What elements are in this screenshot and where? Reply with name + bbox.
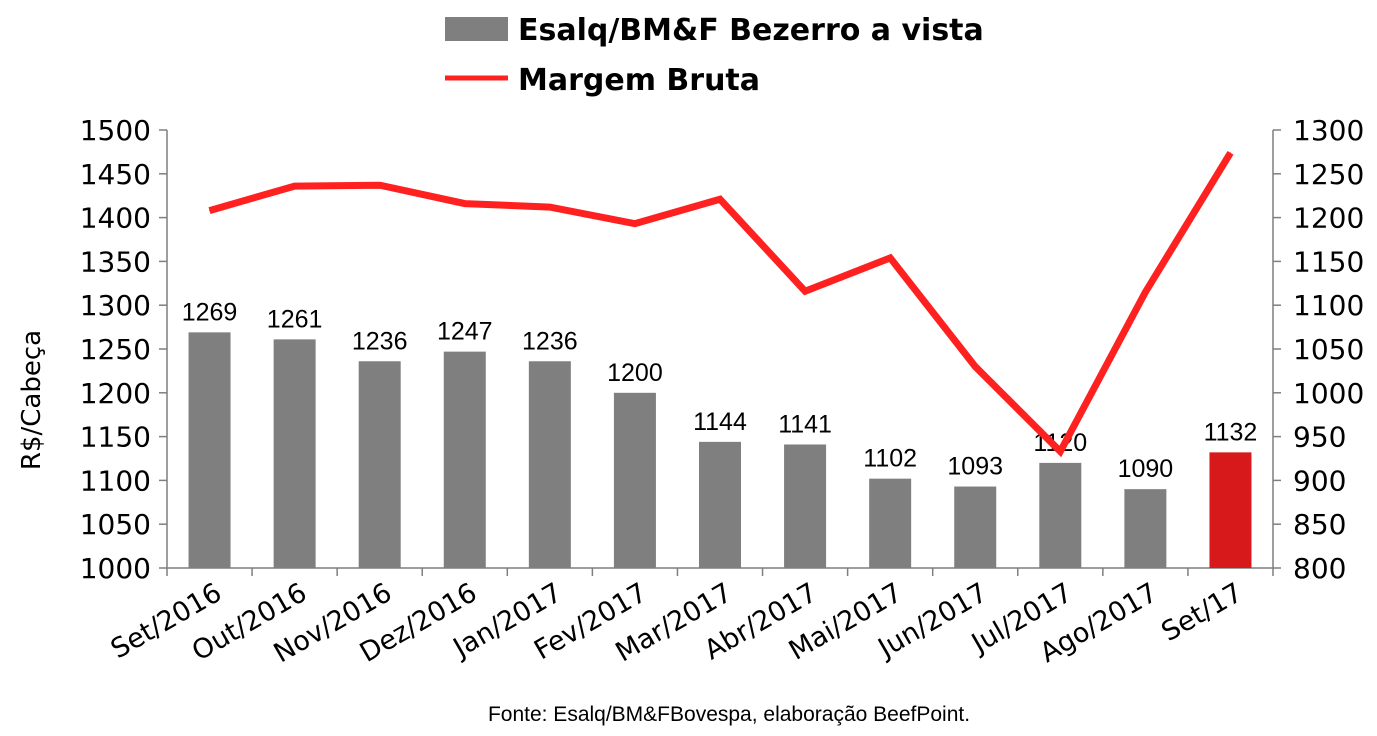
y-axis-label: R$/Cabeça (17, 330, 47, 470)
right-tick-label: 1000 (1293, 377, 1364, 410)
right-tick-label: 1150 (1293, 245, 1364, 278)
legend-swatch-bars (445, 17, 508, 41)
right-tick-label: 950 (1293, 421, 1346, 454)
line-point (1229, 152, 1231, 154)
left-axis-ticks: 1000 1050 1100 1150 1200 1250 1300 1350 1400 1450… (80, 114, 167, 585)
right-tick-label: 850 (1293, 508, 1346, 541)
right-tick-label: 1300 (1293, 114, 1364, 147)
legend-label-line: Margem Bruta (518, 63, 760, 98)
bar-data-label: 1141 (778, 410, 832, 438)
bar-data-label: 1261 (267, 305, 323, 333)
bar-data-label: 1090 (1118, 455, 1174, 483)
left-tick-label: 1350 (80, 245, 151, 278)
line-point (804, 290, 806, 292)
line-point (549, 206, 551, 208)
right-tick-label: 1250 (1293, 158, 1364, 191)
legend-label-bars: Esalq/BM&F Bezerro a vista (518, 13, 984, 48)
bar-data-label: 1236 (352, 327, 408, 355)
legend: Esalq/BM&F Bezerro a vista Margem Bruta (445, 13, 984, 98)
bar-data-label: 1102 (863, 445, 917, 473)
x-axis-ticks: Set/2016Out/2016Nov/2016Dez/2016Jan/2017… (106, 568, 1274, 669)
right-tick-label: 900 (1293, 464, 1346, 497)
line-point (1144, 291, 1146, 293)
source-note: Fonte: Esalq/BM&FBovespa, elaboração Bee… (488, 703, 970, 726)
bar-data-label: 1144 (693, 408, 747, 436)
left-tick-label: 1300 (80, 289, 151, 322)
left-tick-label: 1450 (80, 158, 151, 191)
bar-data-label: 1247 (437, 318, 493, 346)
left-tick-label: 1400 (80, 202, 151, 235)
bar (869, 478, 912, 568)
line-point (379, 184, 381, 186)
bar (443, 351, 486, 568)
bar (699, 441, 741, 568)
right-tick-label: 1050 (1293, 333, 1364, 366)
right-tick-label: 1200 (1293, 202, 1364, 235)
line-point (974, 366, 976, 368)
bar-data-labels: 1269 1261 1236 1247 1236 1200 1144 1141 1102 1093… (182, 298, 1258, 483)
bar (358, 361, 401, 568)
line-point (209, 210, 211, 212)
bar (273, 339, 316, 568)
x-tick-label: Set/17 (1156, 577, 1248, 648)
left-tick-label: 1000 (80, 552, 151, 585)
bar (1209, 452, 1252, 568)
line-point (634, 223, 636, 225)
left-tick-label: 1250 (80, 333, 151, 366)
left-tick-label: 1100 (80, 464, 151, 497)
line-series (208, 150, 1234, 458)
bar-data-label: 1132 (1204, 418, 1258, 446)
bar-series (188, 332, 1252, 568)
line-point (464, 203, 466, 205)
bar-data-label: 1236 (522, 327, 578, 355)
line-point (719, 198, 721, 200)
bar-data-label: 1269 (182, 298, 238, 326)
right-axis-ticks: 800 850 900 950 1000 1050 1100 1150 1200 1250 1300 (1273, 114, 1364, 585)
right-tick-label: 1100 (1293, 289, 1364, 322)
left-tick-label: 1200 (80, 377, 151, 410)
bar (1124, 489, 1167, 568)
bar (528, 361, 571, 568)
bar (188, 332, 231, 568)
bar (613, 392, 656, 568)
bar-data-label: 1093 (947, 453, 1003, 481)
left-tick-label: 1150 (80, 421, 151, 454)
left-tick-label: 1050 (80, 508, 151, 541)
bar (784, 444, 827, 568)
bar (1039, 462, 1082, 568)
left-tick-label: 1500 (80, 114, 151, 147)
right-tick-label: 800 (1293, 552, 1346, 585)
bar (954, 486, 997, 568)
line-point (889, 257, 891, 259)
line-point (294, 185, 296, 187)
line-point (1059, 450, 1061, 452)
bar-data-label: 1200 (607, 359, 663, 387)
